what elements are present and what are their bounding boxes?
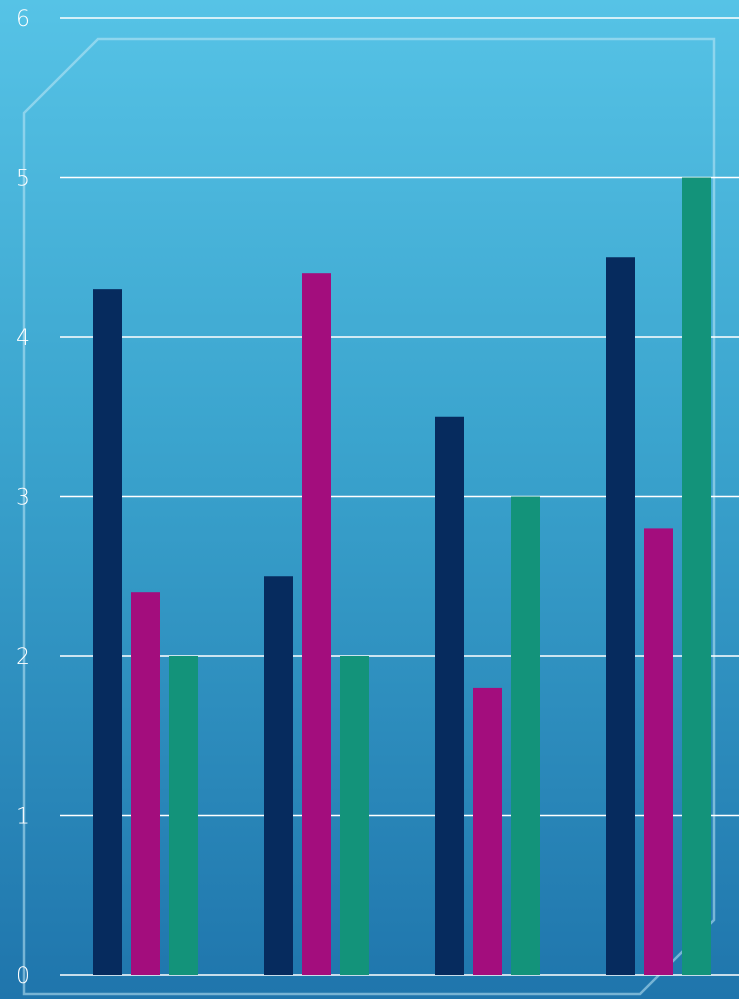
bar-series-2-category-4: [644, 528, 673, 975]
bars: [93, 177, 711, 975]
bar-series-2-category-3: [473, 687, 502, 975]
bar-series-3-category-3: [511, 496, 540, 975]
y-tick-label: 0: [16, 964, 30, 989]
bar-series-1-category-1: [93, 289, 122, 975]
frame-outline: [22, 37, 716, 996]
bar-series-1-category-3: [435, 416, 464, 975]
y-tick-label: 6: [16, 7, 30, 32]
y-tick-label: 1: [16, 805, 30, 830]
bar-series-2-category-2: [302, 273, 331, 975]
bar-series-2-category-1: [131, 592, 160, 975]
y-tick-label: 5: [16, 167, 30, 192]
decorative-frame: [22, 37, 716, 996]
gridlines: [60, 17, 739, 976]
y-axis-tick-labels: 0 1 2 3 4 5 6: [16, 7, 30, 989]
bar-series-1-category-4: [606, 257, 635, 975]
bar-series-3-category-4: [682, 177, 711, 975]
y-tick-label: 4: [16, 326, 30, 351]
bar-series-1-category-2: [264, 576, 293, 975]
bar-series-3-category-2: [340, 656, 369, 975]
y-tick-label: 2: [16, 645, 30, 670]
y-tick-label: 3: [16, 486, 30, 511]
bar-series-3-category-1: [169, 656, 198, 975]
